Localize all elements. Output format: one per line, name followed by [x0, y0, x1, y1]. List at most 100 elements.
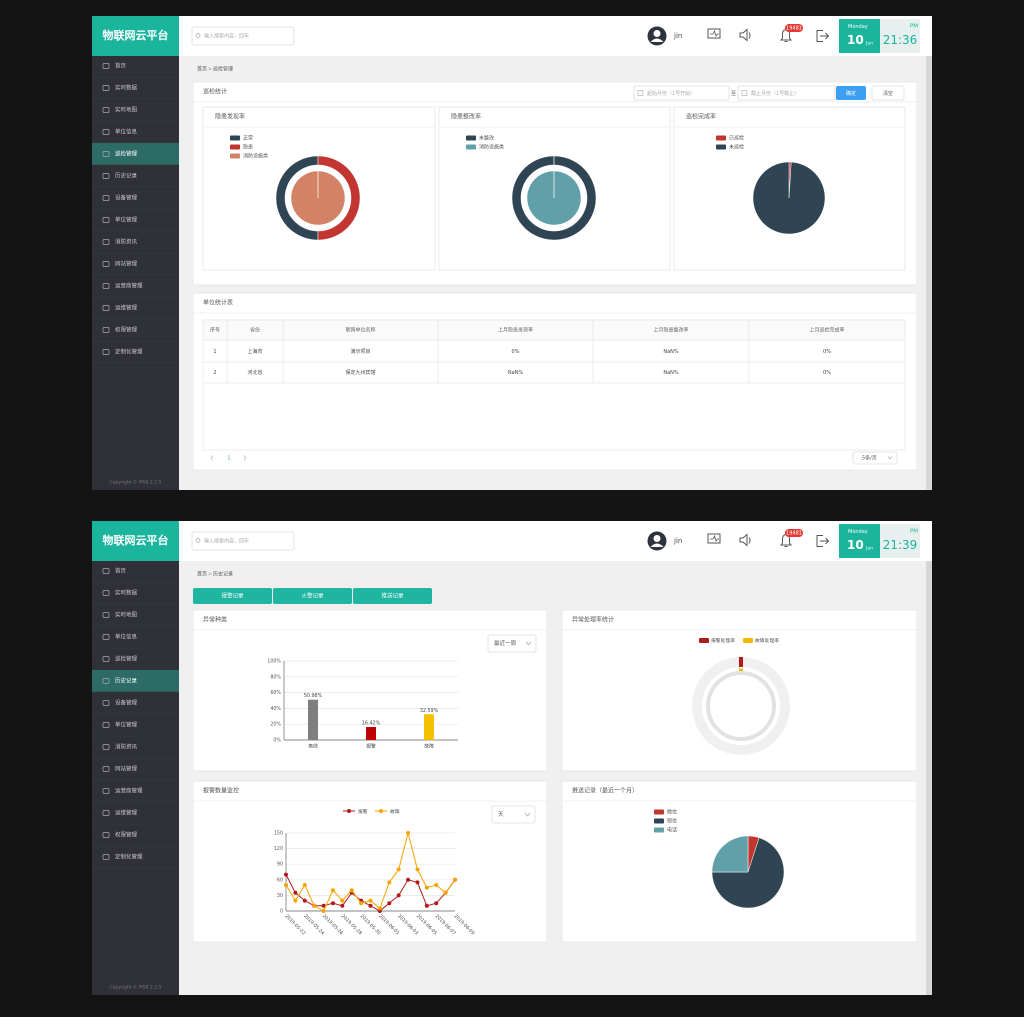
next-page[interactable] — [243, 455, 247, 461]
logout-icon[interactable] — [816, 30, 830, 42]
page-number[interactable]: 1 — [227, 456, 231, 462]
menu-item[interactable]: 实时数据 — [115, 84, 138, 92]
user-name[interactable]: jin — [673, 537, 682, 545]
tab-button[interactable] — [273, 588, 352, 604]
menu-item[interactable]: 运维管理 — [115, 809, 138, 817]
menu-item[interactable]: 网站管理 — [115, 765, 138, 773]
x-tick-label: 故障 — [424, 743, 434, 750]
dropdown[interactable] — [487, 634, 537, 653]
legend-dot — [347, 809, 351, 813]
confirm-button[interactable] — [836, 86, 866, 100]
menu-item[interactable]: 设备管理 — [115, 699, 138, 707]
legend-label: 故障 — [390, 808, 400, 815]
menu-item[interactable]: 实时地图 — [115, 106, 138, 114]
search-box[interactable] — [191, 26, 295, 46]
clear-button[interactable] — [871, 85, 905, 101]
menu-item[interactable]: 权限管理 — [115, 831, 138, 839]
panel — [561, 609, 918, 772]
menu-icon — [102, 239, 110, 245]
y-tick-label: 150 — [274, 831, 283, 837]
tab-button[interactable] — [193, 588, 272, 604]
menu-icon — [102, 305, 110, 311]
series-point — [359, 901, 364, 906]
tab-button[interactable] — [353, 588, 432, 604]
menu-item[interactable]: 首页 — [115, 567, 127, 575]
breadcrumb-separator: > — [208, 67, 212, 73]
pie-slice — [752, 161, 826, 235]
menu-item[interactable]: 单位信息 — [115, 633, 138, 641]
menu-item[interactable]: 设备管理 — [115, 194, 138, 202]
column-header: 省份 — [250, 327, 260, 334]
panel-title: 异常种类 — [203, 616, 227, 624]
table-cell: 上海市 — [247, 348, 262, 355]
menu-item[interactable]: 运营商管理 — [115, 787, 143, 795]
pie-slice — [526, 170, 582, 226]
page-size-select[interactable] — [852, 451, 898, 465]
weekday: Monday — [848, 24, 868, 30]
y-tick-label: 90 — [277, 862, 283, 868]
logout-icon[interactable] — [816, 535, 830, 547]
monitor-icon[interactable] — [707, 28, 721, 39]
menu-item[interactable]: 巡检管理 — [115, 150, 138, 158]
menu-icon — [102, 63, 110, 69]
dropdown[interactable] — [491, 805, 536, 824]
user-name[interactable]: jin — [673, 32, 682, 40]
speaker-icon[interactable] — [739, 533, 751, 547]
menu-item[interactable]: 运维管理 — [115, 304, 138, 312]
menu-item[interactable]: 消防资讯 — [115, 238, 138, 246]
series-point — [387, 901, 392, 906]
breadcrumb-current: 巡检管理 — [213, 66, 233, 73]
sidebar — [92, 56, 179, 490]
menu-item[interactable]: 运营商管理 — [115, 282, 143, 290]
menu-item[interactable]: 历史记录 — [115, 172, 138, 180]
month-input[interactable] — [737, 85, 836, 101]
legend-swatch — [230, 135, 240, 141]
menu-item[interactable]: 消防资讯 — [115, 743, 138, 751]
menu-icon — [102, 327, 110, 333]
y-tick-label: 30 — [277, 893, 283, 899]
menu-item[interactable]: 网站管理 — [115, 260, 138, 268]
menu-item[interactable]: 首页 — [115, 62, 127, 70]
app-screen: 物联网云平台 输入搜索内容，回车 jin 19481 Monday 10 Jun PM 21:3… — [92, 521, 932, 995]
menu-item[interactable]: 定制化管理 — [115, 853, 143, 861]
column-header: 上月隐患发现率 — [498, 327, 533, 334]
y-tick-label: 0% — [273, 738, 281, 744]
menu-item[interactable]: 单位管理 — [115, 721, 138, 729]
month-input[interactable] — [633, 85, 730, 101]
dropdown-caret — [525, 641, 532, 646]
menu-item[interactable]: 单位信息 — [115, 128, 138, 136]
series-point — [340, 903, 345, 908]
table-cell: 0% — [823, 370, 831, 376]
speaker-icon[interactable] — [739, 28, 751, 42]
menu-item[interactable]: 实时地图 — [115, 611, 138, 619]
series-point — [387, 880, 392, 885]
table-body — [202, 319, 906, 451]
menu-item[interactable]: 历史记录 — [115, 677, 138, 685]
series-point — [406, 831, 411, 835]
legend-swatch — [654, 827, 664, 833]
menu-item[interactable]: 定制化管理 — [115, 348, 143, 356]
series-point — [293, 898, 298, 903]
legend-swatch — [716, 135, 726, 141]
menu-item[interactable]: 权限管理 — [115, 326, 138, 334]
breadcrumb-home[interactable]: 首页 — [197, 66, 207, 73]
menu-item[interactable]: 巡检管理 — [115, 655, 138, 663]
column-header: 联网单位名称 — [345, 327, 375, 334]
menu-icon — [102, 261, 110, 267]
series-point — [396, 893, 401, 898]
menu-icon — [102, 283, 110, 289]
breadcrumb-separator: > — [208, 572, 212, 578]
table-cell: NaN% — [663, 349, 679, 355]
y-tick-label: 120 — [274, 846, 283, 852]
legend-label: 报警 — [358, 808, 368, 815]
app-screen: 物联网云平台 输入搜索内容，回车 jin 19481 Monday 10 Jun PM 21:3… — [92, 16, 932, 490]
menu-item[interactable]: 实时数据 — [115, 589, 138, 597]
breadcrumb-home[interactable]: 首页 — [197, 571, 207, 578]
bar-value-label: 32.59% — [420, 708, 439, 714]
menu-item[interactable]: 单位管理 — [115, 216, 138, 224]
prev-page[interactable] — [210, 455, 214, 461]
legend-label: 消防设施类 — [479, 144, 504, 151]
search-box[interactable] — [191, 531, 295, 551]
monitor-icon[interactable] — [707, 533, 721, 544]
